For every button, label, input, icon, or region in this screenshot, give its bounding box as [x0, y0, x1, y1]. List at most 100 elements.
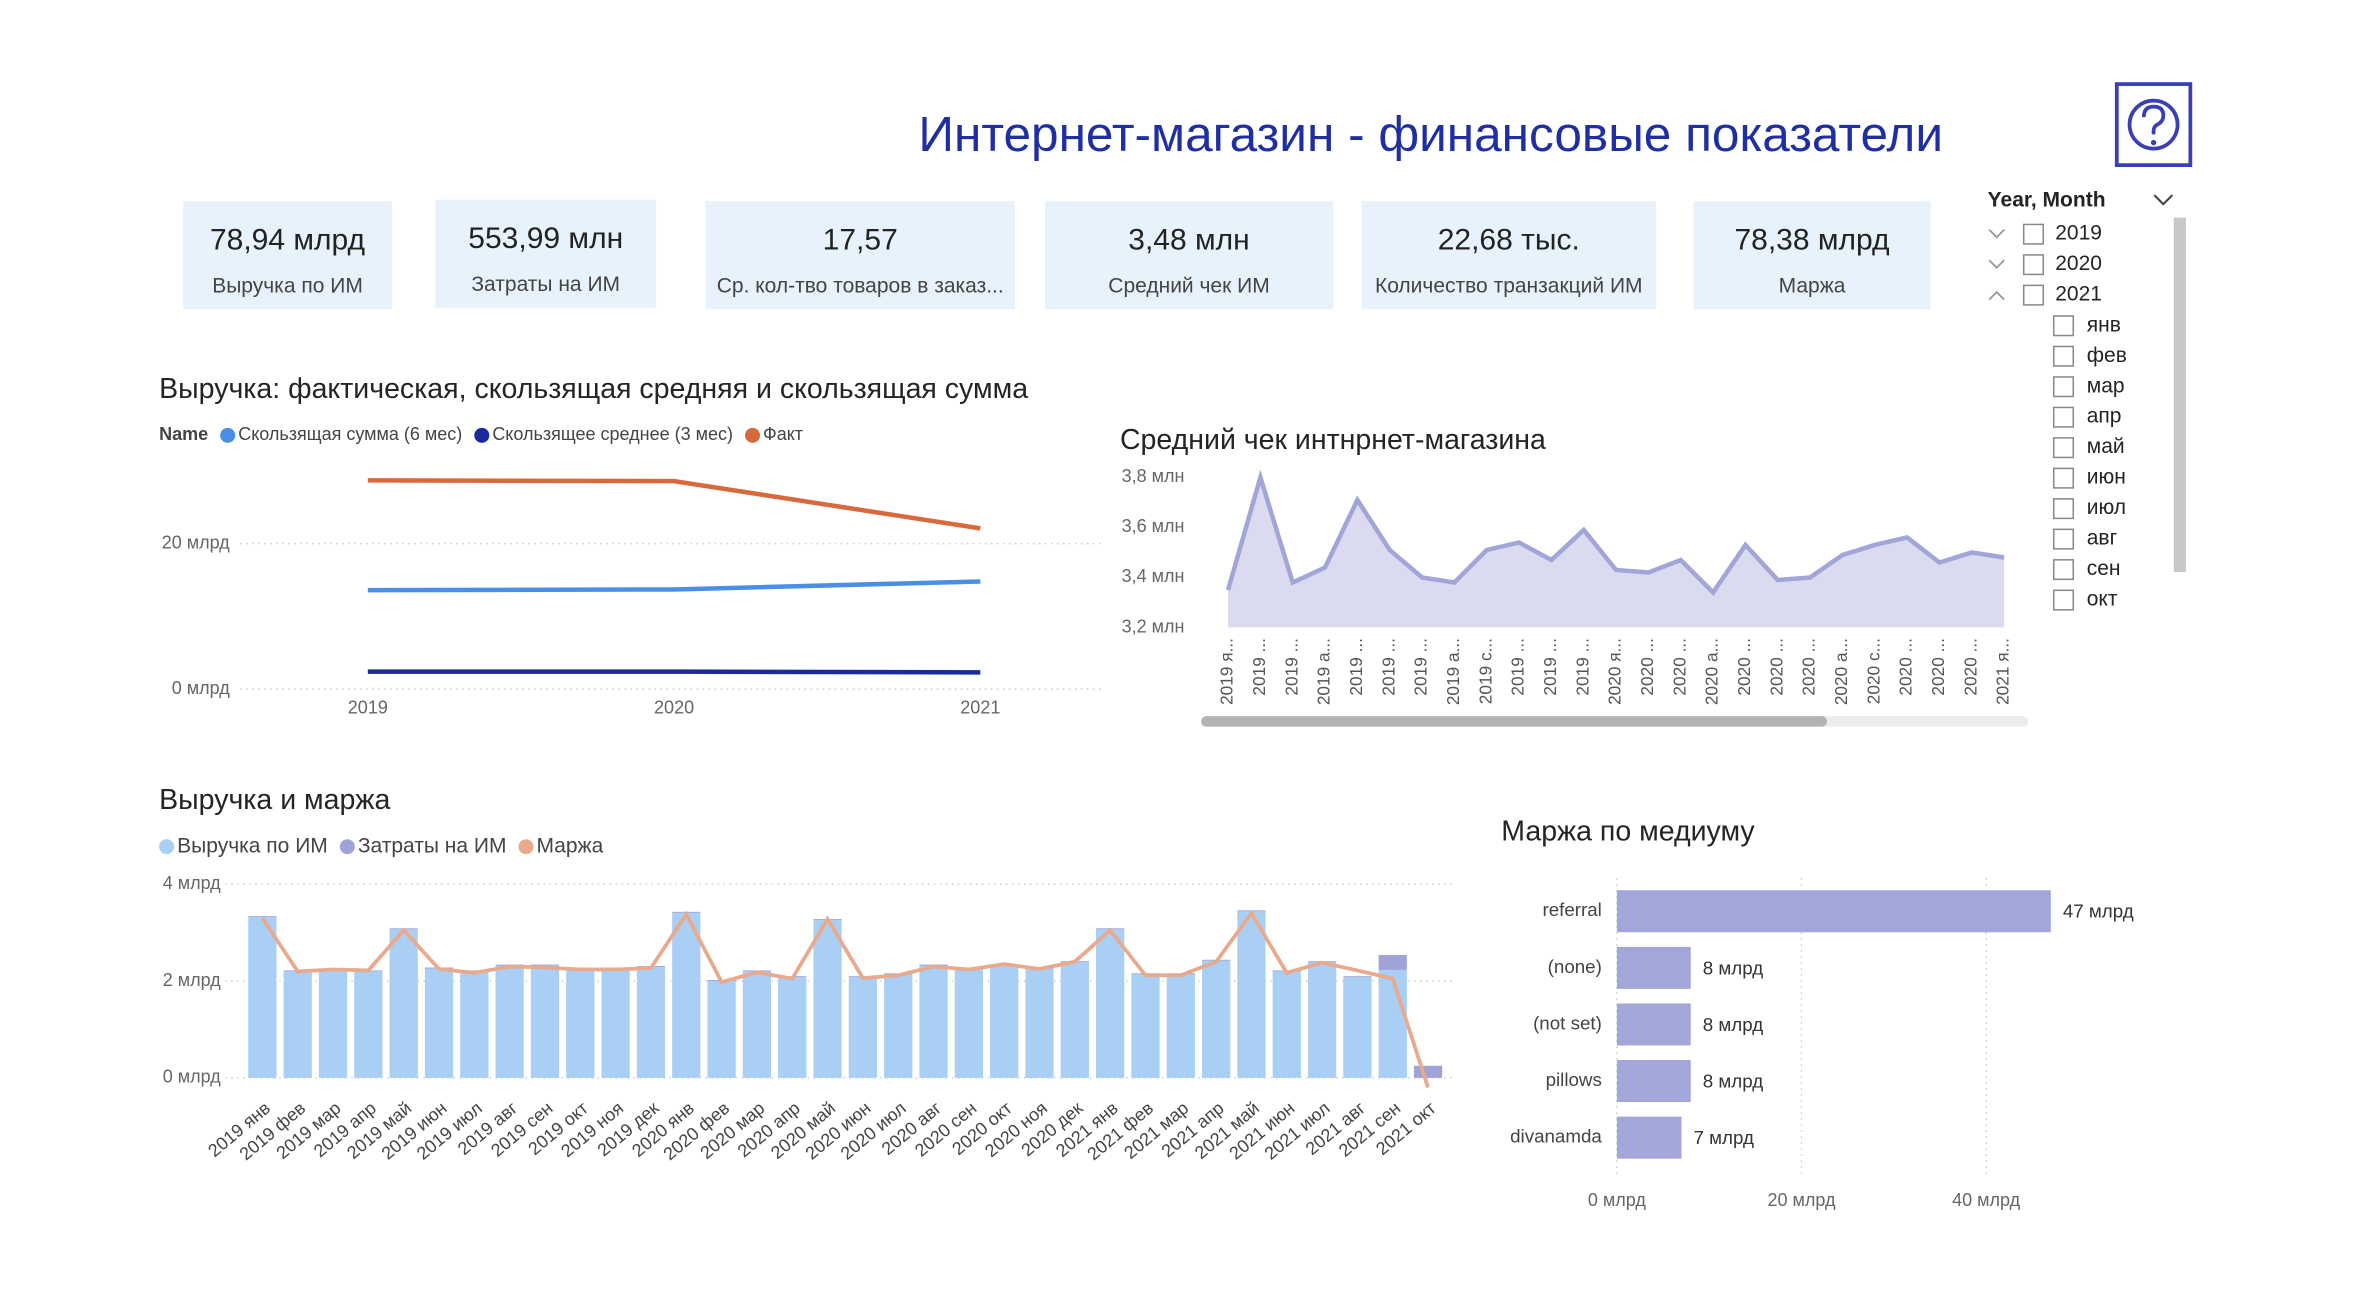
bar: [530, 965, 560, 1078]
checkbox[interactable]: [2052, 406, 2074, 428]
expand-arrow[interactable]: [1988, 290, 2005, 301]
bar: [1201, 960, 1231, 1078]
checkbox[interactable]: [2052, 315, 2074, 337]
legend-label: Маржа: [537, 834, 604, 857]
bar: [1616, 1116, 1682, 1159]
bar: [1060, 962, 1089, 1078]
checkbox[interactable]: [2052, 437, 2074, 459]
kpi-label: Количество транзакций ИМ: [1375, 274, 1643, 297]
bar: [636, 967, 666, 1078]
checkbox[interactable]: [2052, 589, 2074, 611]
bar: [1343, 977, 1372, 1078]
x-tick-label: 2020: [654, 697, 694, 717]
checkbox[interactable]: [2022, 254, 2044, 276]
checkbox[interactable]: [2052, 376, 2074, 398]
checkbox[interactable]: [2022, 223, 2044, 245]
bar: [742, 971, 772, 1078]
slicer-month[interactable]: июл: [2087, 496, 2126, 519]
chart-title: Маржа по медиуму: [1501, 816, 1755, 848]
y-tick-label: 2 млрд: [163, 970, 221, 990]
bar: [1343, 976, 1372, 978]
x-tick-label: 2020 ...: [1960, 638, 1980, 696]
legend-label: Скользящее среднее (3 мес): [492, 424, 733, 444]
chart-title: Выручка: фактическая, скользящая средняя…: [159, 373, 1028, 405]
checkbox[interactable]: [2052, 559, 2074, 581]
bar: [848, 977, 878, 1078]
y-tick-label: 0 млрд: [163, 1067, 221, 1087]
legend-marker: [220, 427, 236, 443]
checkbox[interactable]: [2022, 284, 2044, 306]
kpi-value: 553,99 млн: [468, 222, 623, 255]
slicer-month[interactable]: сен: [2087, 557, 2121, 580]
bar: [424, 968, 454, 1078]
bar: [707, 981, 736, 1078]
help-button[interactable]: [2114, 82, 2193, 168]
slicer-month[interactable]: апр: [2087, 405, 2122, 428]
x-tick-label: 2019 а...: [1443, 638, 1463, 705]
legend-label: Скользящая сумма (6 мес): [238, 424, 462, 444]
bar: [389, 929, 418, 1078]
help-circle[interactable]: [2127, 98, 2180, 151]
x-tick-label: 2019 ...: [1508, 638, 1528, 696]
y-tick-label: 3,4 млн: [1122, 566, 1185, 586]
bar: [601, 968, 630, 1078]
bar: [318, 971, 348, 1078]
kpi-value: 78,94 млрд: [210, 224, 365, 257]
y-tick-label: 0 млрд: [172, 678, 230, 698]
legend-label: Факт: [763, 424, 803, 444]
help-glyph[interactable]: [2141, 104, 2166, 135]
legend-marker: [474, 427, 490, 443]
kpi-value: 78,38 млрд: [1734, 224, 1889, 257]
x-tick-label: 2020 ...: [1928, 638, 1948, 696]
data-label: 8 млрд: [1703, 1071, 1763, 1092]
slicer-scroll-thumb[interactable]: [2173, 217, 2186, 572]
bar: [813, 920, 842, 1078]
bar: [1413, 1065, 1443, 1078]
page-title: Интернет-магазин - финансовые показатели: [918, 107, 1943, 162]
slicer-year[interactable]: 2020: [2055, 252, 2102, 275]
checkbox[interactable]: [2052, 498, 2074, 520]
slicer-month[interactable]: мар: [2087, 374, 2125, 397]
x-tick-label: 2019 ...: [1378, 638, 1398, 696]
slicer-month[interactable]: окт: [2087, 588, 2118, 611]
bar: [1096, 929, 1125, 1078]
checkbox[interactable]: [2052, 467, 2074, 489]
kpi-label: Затраты на ИМ: [471, 273, 620, 296]
bar: [1131, 974, 1160, 1078]
y-tick-label: 3,8 млн: [1122, 466, 1185, 486]
slicer-year[interactable]: 2019: [2055, 222, 2102, 245]
area: [1228, 477, 2005, 628]
expand-arrow[interactable]: [1988, 259, 2005, 269]
bar: [1166, 974, 1195, 1078]
series-line: [367, 579, 981, 593]
slicer-month[interactable]: янв: [2087, 313, 2121, 336]
series-line: [260, 909, 1430, 1089]
slicer-month[interactable]: авг: [2087, 527, 2118, 550]
slicer-month[interactable]: июн: [2087, 466, 2126, 489]
y-tick-label: (none): [1548, 956, 1602, 977]
slicer-month[interactable]: фев: [2087, 344, 2127, 367]
kpi-card: [183, 201, 392, 310]
bar: [1378, 969, 1407, 1078]
slicer-dropdown[interactable]: [2153, 194, 2174, 206]
checkbox[interactable]: [2052, 528, 2074, 550]
bar: [460, 970, 489, 972]
bar: [778, 977, 807, 1078]
x-tick-label: 2021 я...: [1993, 638, 2013, 705]
kpi-card: [1044, 201, 1334, 310]
slicer-month[interactable]: май: [2087, 435, 2125, 458]
kpi-label: Средний чек ИМ: [1108, 274, 1269, 297]
checkbox[interactable]: [2052, 345, 2074, 367]
x-tick-label: 2020 ...: [1766, 638, 1786, 696]
help-dot[interactable]: [2150, 139, 2157, 146]
data-label: 8 млрд: [1703, 1014, 1763, 1035]
bar: [566, 968, 595, 1078]
scroll-thumb[interactable]: [1201, 716, 1828, 727]
x-tick-label: 2019 ...: [1346, 638, 1366, 696]
x-tick-label: 2020 я...: [1605, 638, 1625, 705]
bar: [1616, 890, 2051, 933]
slicer-year[interactable]: 2021: [2055, 283, 2102, 306]
bar: [1616, 946, 1691, 989]
expand-arrow[interactable]: [1988, 229, 2005, 239]
